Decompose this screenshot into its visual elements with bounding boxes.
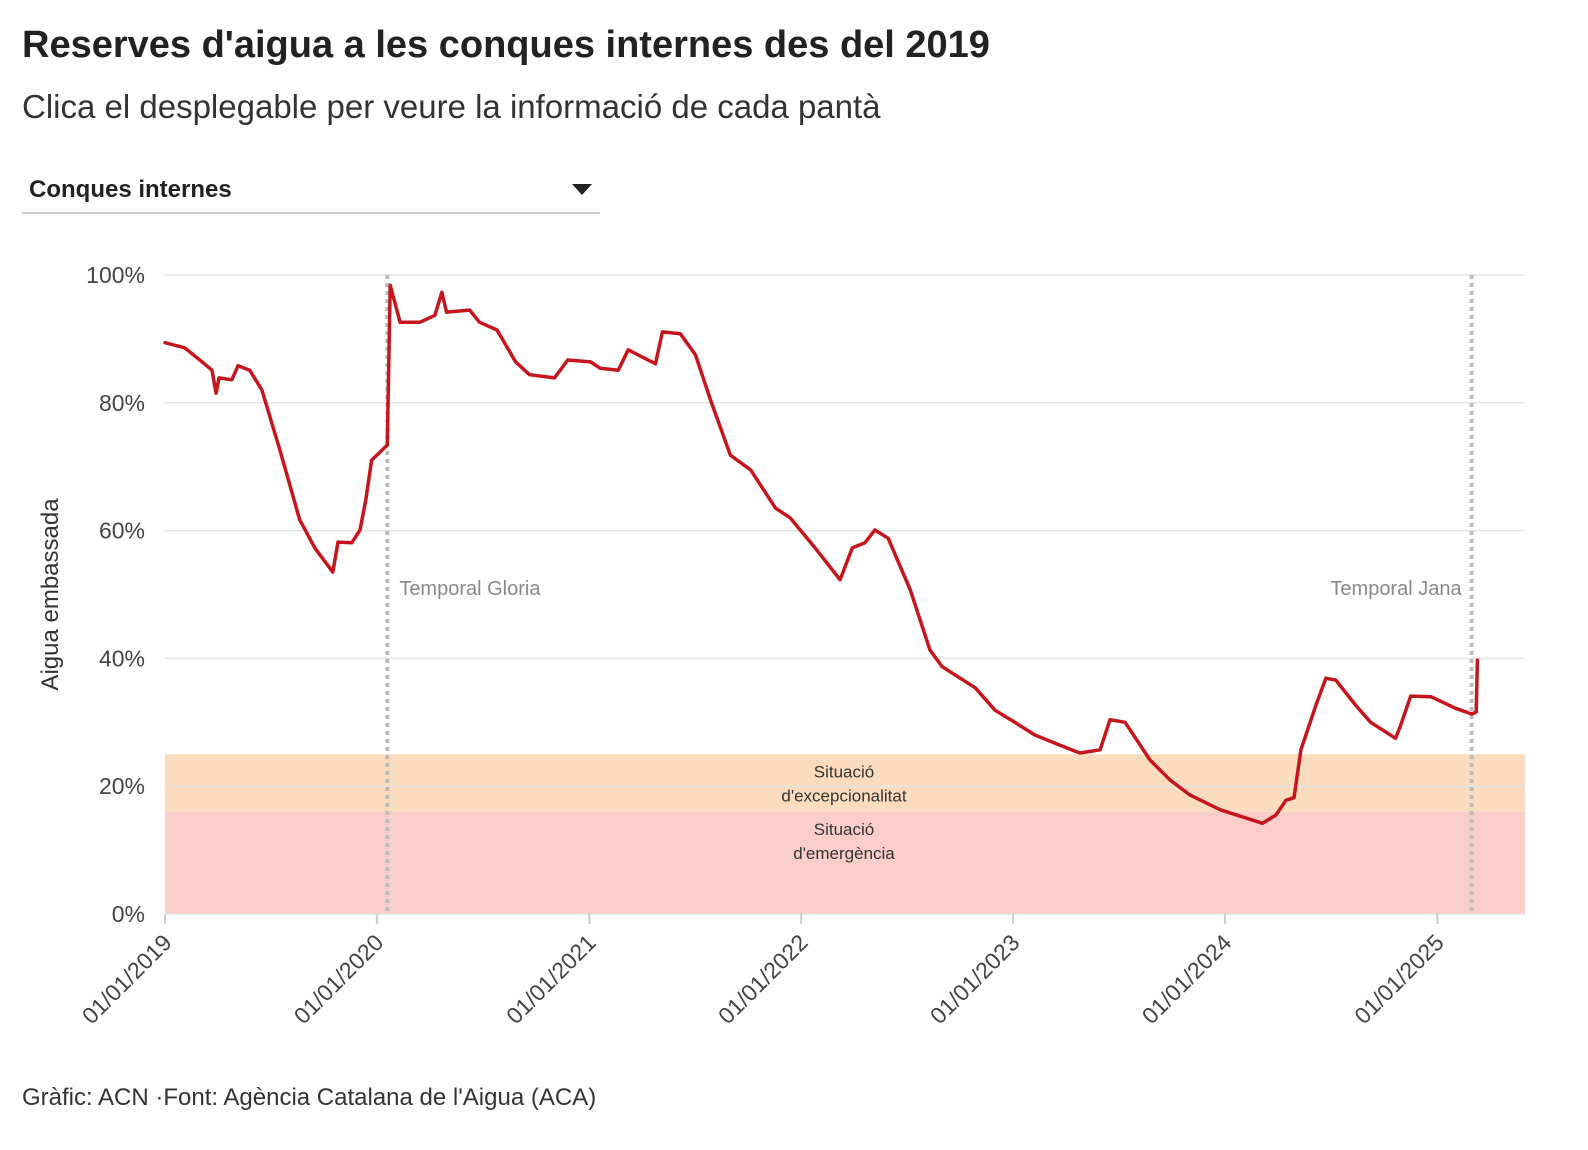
y-tick-label: 0% bbox=[112, 901, 145, 927]
x-tick-label: 01/01/2023 bbox=[925, 929, 1025, 1029]
band-label: d'emergència bbox=[793, 844, 895, 863]
x-tick-label: 01/01/2020 bbox=[289, 929, 389, 1029]
y-axis-label: Aigua embassada bbox=[37, 498, 64, 691]
dropdown-value[interactable]: Conques internes bbox=[29, 176, 232, 203]
x-tick-label: 01/01/2021 bbox=[501, 929, 601, 1029]
annotation-label: Temporal Gloria bbox=[399, 578, 541, 600]
band-label: Situació bbox=[814, 820, 874, 839]
y-tick-label: 40% bbox=[99, 645, 145, 671]
dropdown-arrow[interactable] bbox=[572, 184, 592, 196]
threshold-band bbox=[165, 811, 1525, 914]
x-tick-label: 01/01/2024 bbox=[1137, 929, 1237, 1029]
x-tick-label: 01/01/2025 bbox=[1349, 929, 1449, 1029]
y-tick-label: 20% bbox=[99, 773, 145, 799]
band-label: d'excepcionalitat bbox=[781, 786, 906, 805]
title: Reserves d'aigua a les conques internes … bbox=[22, 24, 990, 66]
y-tick-label: 100% bbox=[86, 262, 145, 288]
dropdown[interactable]: Conques internes bbox=[22, 168, 600, 214]
subtitle: Clica el desplegable per veure la inform… bbox=[22, 88, 881, 125]
annotation-label: Temporal Jana bbox=[1330, 578, 1462, 600]
data-line bbox=[163, 283, 1480, 826]
source: Gràfic: ACN ·Font: Agència Catalana de l… bbox=[22, 1084, 597, 1111]
x-tick-label: 01/01/2019 bbox=[77, 929, 177, 1029]
y-tick-label: 60% bbox=[99, 518, 145, 544]
x-tick-label: 01/01/2022 bbox=[713, 929, 813, 1029]
y-tick-label: 80% bbox=[99, 390, 145, 416]
band-label: Situació bbox=[814, 762, 874, 781]
